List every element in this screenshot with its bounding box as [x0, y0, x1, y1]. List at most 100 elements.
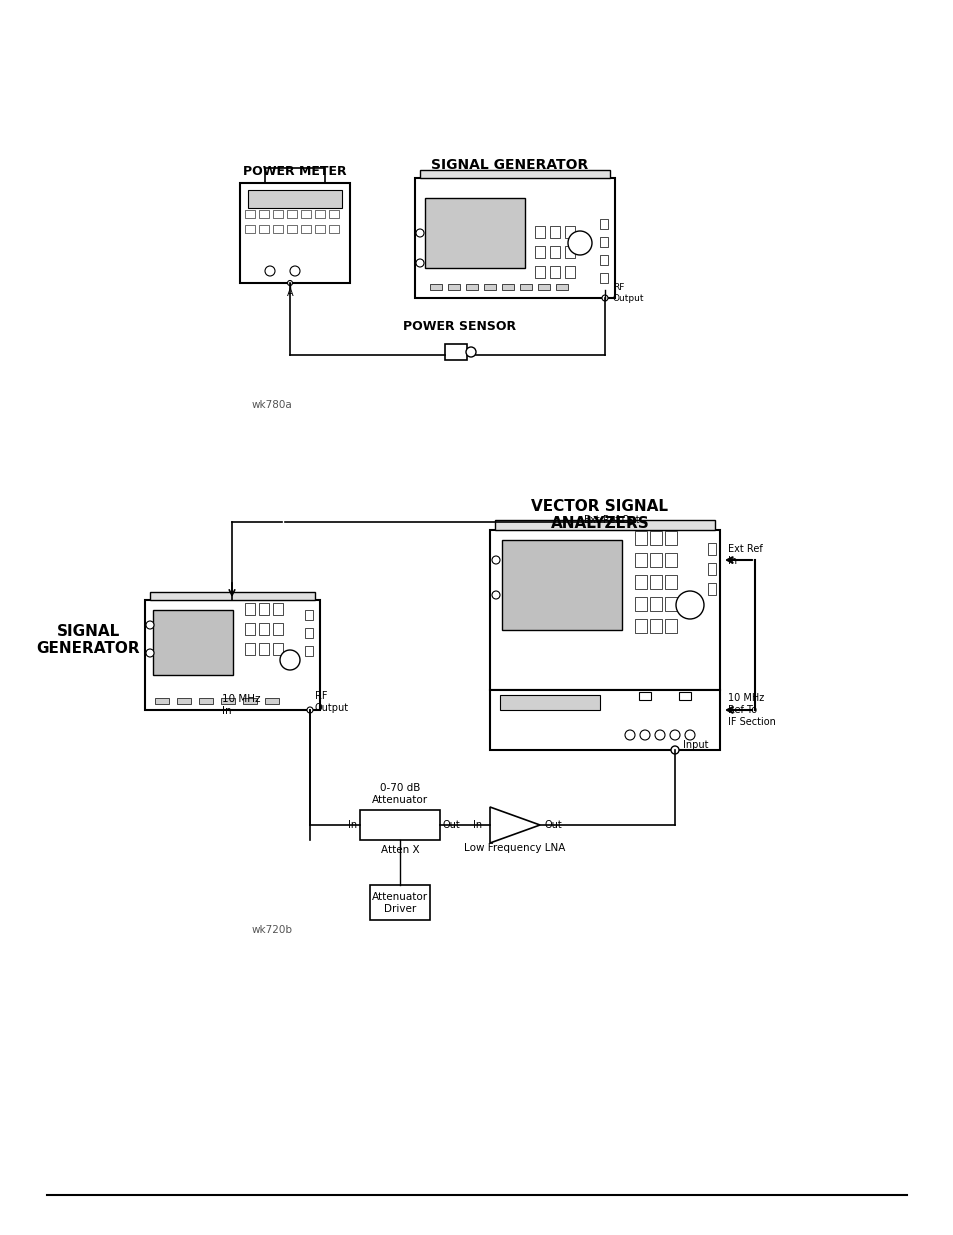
Bar — [273, 603, 283, 615]
Bar — [287, 210, 296, 219]
Bar — [243, 698, 256, 704]
Bar — [329, 210, 338, 219]
Circle shape — [265, 266, 274, 275]
Circle shape — [307, 706, 313, 713]
Bar — [448, 284, 459, 290]
Bar — [248, 190, 341, 207]
Bar — [664, 531, 677, 545]
Bar — [535, 246, 544, 258]
Text: POWER SENSOR: POWER SENSOR — [403, 320, 516, 333]
Bar — [314, 225, 325, 233]
Circle shape — [290, 266, 299, 275]
Circle shape — [492, 592, 499, 599]
Circle shape — [287, 280, 293, 285]
Bar — [258, 603, 269, 615]
Circle shape — [676, 592, 703, 619]
Text: 10 MHz
Ref To
IF Section: 10 MHz Ref To IF Section — [727, 693, 775, 726]
Circle shape — [492, 556, 499, 564]
Bar — [535, 266, 544, 278]
Bar — [564, 226, 575, 238]
Text: POWER METER: POWER METER — [243, 165, 347, 178]
Text: 0-70 dB
Attenuator: 0-70 dB Attenuator — [372, 783, 428, 805]
Circle shape — [465, 347, 476, 357]
Bar — [490, 530, 720, 690]
Bar — [679, 692, 690, 700]
Bar — [240, 183, 350, 283]
Bar — [258, 225, 269, 233]
Text: 10 MHz
In: 10 MHz In — [222, 694, 260, 716]
Bar — [649, 619, 661, 634]
Bar — [150, 592, 314, 600]
Bar — [258, 210, 269, 219]
Bar — [499, 695, 599, 710]
Bar — [273, 225, 283, 233]
Bar — [305, 610, 313, 620]
Text: wk720b: wk720b — [252, 925, 293, 935]
Bar — [599, 254, 607, 266]
Bar — [707, 563, 716, 576]
Bar — [370, 885, 430, 920]
Bar — [424, 198, 524, 268]
Bar — [145, 600, 319, 710]
Bar — [501, 284, 514, 290]
Text: A: A — [287, 288, 293, 298]
Bar — [664, 576, 677, 589]
Bar — [273, 210, 283, 219]
Bar — [635, 576, 646, 589]
Text: SIGNAL GENERATOR: SIGNAL GENERATOR — [431, 158, 588, 172]
Bar — [265, 698, 278, 704]
Circle shape — [624, 730, 635, 740]
Bar — [635, 597, 646, 611]
Circle shape — [684, 730, 695, 740]
Text: VECTOR SIGNAL
ANALYZERS: VECTOR SIGNAL ANALYZERS — [531, 499, 668, 531]
Bar — [537, 284, 550, 290]
Bar — [664, 553, 677, 567]
Text: Out: Out — [442, 820, 460, 830]
Bar — [707, 543, 716, 555]
Bar — [265, 168, 325, 183]
Bar — [501, 540, 621, 630]
Bar — [550, 246, 559, 258]
Bar — [430, 284, 441, 290]
Circle shape — [639, 730, 649, 740]
Bar — [419, 170, 609, 178]
Text: RF
Output: RF Output — [613, 283, 644, 303]
Text: Attenuator
Driver: Attenuator Driver — [372, 892, 428, 914]
Bar — [535, 226, 544, 238]
Bar — [301, 225, 311, 233]
Bar — [305, 646, 313, 656]
Bar — [490, 690, 720, 750]
Bar — [707, 583, 716, 595]
Bar — [556, 284, 567, 290]
Bar — [599, 273, 607, 283]
Bar — [639, 692, 650, 700]
Bar — [649, 531, 661, 545]
Polygon shape — [490, 806, 539, 844]
Text: SIGNAL
GENERATOR: SIGNAL GENERATOR — [36, 624, 140, 656]
Bar — [301, 210, 311, 219]
Circle shape — [567, 231, 592, 254]
Bar — [495, 520, 714, 530]
Bar — [635, 619, 646, 634]
Bar — [564, 266, 575, 278]
Bar — [258, 643, 269, 655]
Bar — [599, 219, 607, 228]
Circle shape — [670, 746, 679, 755]
Bar — [305, 629, 313, 638]
Bar — [664, 597, 677, 611]
Bar — [273, 643, 283, 655]
Bar — [649, 576, 661, 589]
Bar — [245, 210, 254, 219]
Circle shape — [280, 650, 299, 671]
Bar — [519, 284, 532, 290]
Bar — [564, 246, 575, 258]
Text: Out: Out — [544, 820, 562, 830]
Bar — [245, 225, 254, 233]
Bar — [245, 622, 254, 635]
Text: Atten X: Atten X — [380, 845, 419, 855]
Bar — [287, 225, 296, 233]
Bar — [154, 698, 169, 704]
Bar — [649, 597, 661, 611]
Circle shape — [601, 295, 607, 301]
Bar — [314, 210, 325, 219]
